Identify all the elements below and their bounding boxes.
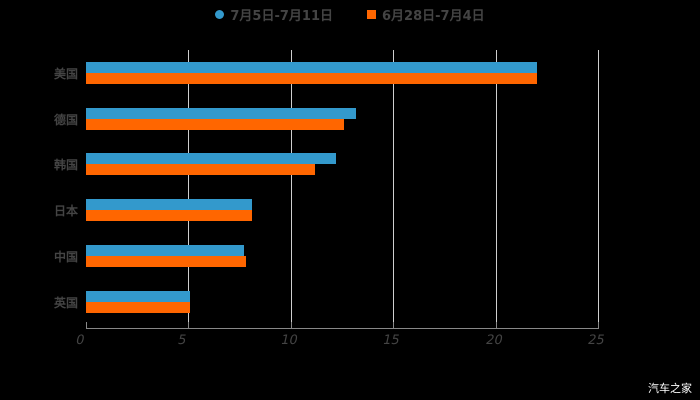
- bar[interactable]: [86, 210, 252, 222]
- x-tick-label: 20: [483, 333, 504, 348]
- x-tick-label: 25: [586, 333, 607, 348]
- x-tick-label: 0: [74, 333, 86, 348]
- gridline: [495, 50, 497, 328]
- x-tick: [598, 322, 599, 329]
- bar[interactable]: [86, 62, 537, 73]
- x-axis-line: [86, 328, 598, 329]
- legend-item-series-2[interactable]: 6月28日-7月4日: [367, 4, 485, 24]
- x-tick-label: 10: [279, 333, 299, 348]
- x-tick-label: 5: [176, 333, 189, 348]
- category-label: 英国: [53, 295, 78, 310]
- bar[interactable]: [86, 107, 357, 119]
- bar[interactable]: [86, 255, 246, 267]
- category-label: 中国: [53, 249, 78, 264]
- legend-label: 6月28日-7月4日: [382, 8, 485, 24]
- category-label: 德国: [53, 112, 78, 127]
- gridline: [188, 50, 190, 328]
- bar[interactable]: [86, 73, 537, 84]
- legend-label: 7月5日-7月11日: [230, 8, 333, 24]
- bar[interactable]: [86, 164, 316, 176]
- bar[interactable]: [86, 153, 336, 165]
- plot-area: [86, 50, 599, 328]
- legend-marker-circle-icon: [215, 9, 225, 19]
- x-tick-label: 15: [381, 333, 402, 348]
- category-label: 韩国: [53, 158, 78, 173]
- x-tick: [86, 322, 87, 329]
- category-label: 日本: [53, 204, 78, 219]
- bar[interactable]: [86, 199, 252, 211]
- bar[interactable]: [86, 290, 191, 302]
- legend-marker-square-icon: [367, 9, 376, 19]
- x-tick: [188, 322, 190, 329]
- gridline: [290, 50, 292, 328]
- bar[interactable]: [86, 118, 345, 130]
- bar[interactable]: [86, 244, 244, 256]
- x-tick: [393, 322, 395, 329]
- x-tick: [495, 322, 497, 329]
- category-label: 美国: [53, 67, 78, 81]
- watermark: 汽车之家: [648, 382, 692, 395]
- x-tick: [290, 322, 292, 329]
- bar[interactable]: [86, 301, 191, 313]
- gridline: [598, 50, 599, 328]
- legend-item-series-1[interactable]: 7月5日-7月11日: [215, 4, 333, 24]
- chart-legend: 7月5日-7月11日 6月28日-7月4日: [0, 4, 700, 24]
- gridline: [393, 50, 395, 328]
